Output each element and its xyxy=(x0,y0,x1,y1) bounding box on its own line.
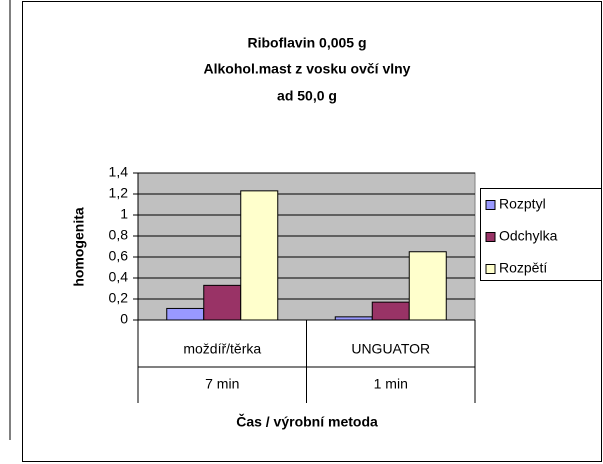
legend-label: Odchylka xyxy=(499,228,558,244)
y-axis-title: homogenita xyxy=(71,207,87,287)
chart-title: ad 50,0 g xyxy=(277,88,337,104)
y-tick-label: 0,2 xyxy=(109,290,129,306)
bar xyxy=(240,190,279,321)
y-tick-label: 0,4 xyxy=(109,269,129,285)
bar xyxy=(408,251,447,321)
bar xyxy=(371,301,410,321)
y-tick-label: 0 xyxy=(120,311,128,327)
legend-swatch xyxy=(485,232,496,242)
y-tick-label: 1 xyxy=(120,206,128,222)
y-tick-label: 1,4 xyxy=(109,164,129,180)
x-tick-label: 1 min xyxy=(374,376,408,392)
chart-title: Alkohol.mast z vosku ovčí vlny xyxy=(204,61,411,77)
y-tick-label: 0,6 xyxy=(109,248,129,264)
x-tick-label: 7 min xyxy=(205,376,239,392)
x-tick-label: moždíř/těrka xyxy=(183,341,261,357)
legend-label: Rozptyl xyxy=(499,196,546,212)
legend-label: Rozpětí xyxy=(499,260,547,276)
legend-swatch xyxy=(485,264,496,274)
y-tick-label: 0,8 xyxy=(109,227,129,243)
bar xyxy=(166,307,205,321)
legend-box xyxy=(480,188,602,281)
chart-title: Riboflavin 0,005 g xyxy=(247,35,366,51)
bar xyxy=(203,284,242,321)
x-tick-label: UNGUATOR xyxy=(351,341,430,357)
y-tick-label: 1,2 xyxy=(109,185,129,201)
x-axis-title: Čas / výrobní metoda xyxy=(236,413,378,430)
legend-swatch xyxy=(485,200,496,210)
